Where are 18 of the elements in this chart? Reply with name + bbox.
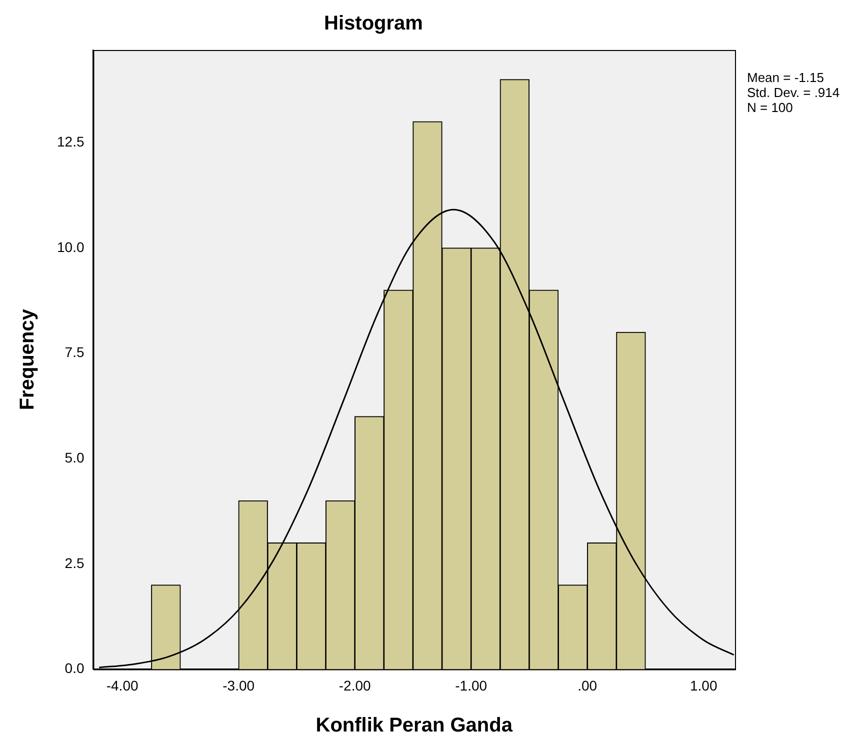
y-tick-label: 0.0: [64, 660, 84, 676]
y-axis-title: Frequency: [16, 308, 39, 410]
y-tick-label: 12.5: [57, 134, 84, 150]
x-axis-title: Konflik Peran Ganda: [316, 714, 514, 737]
chart-title: Histogram: [324, 12, 423, 35]
y-tick-label: 5.0: [64, 449, 84, 466]
y-tick-label: 7.5: [64, 344, 84, 360]
text: Mean = -1.15: [747, 70, 824, 86]
y-tick-label: 2.5: [64, 554, 84, 571]
x-tick-label: -4.00: [106, 677, 138, 694]
y-tick-label: 10.0: [57, 238, 84, 255]
x-tick-label: .00: [578, 677, 598, 694]
x-tick-label: -2.00: [338, 677, 371, 694]
x-tick-label: -1.00: [455, 677, 488, 694]
text: Std. Dev. = .914: [747, 85, 840, 100]
x-tick-label: 1.00: [690, 677, 718, 694]
text: N = 100: [747, 100, 793, 116]
x-tick-label: -3.00: [222, 677, 255, 694]
